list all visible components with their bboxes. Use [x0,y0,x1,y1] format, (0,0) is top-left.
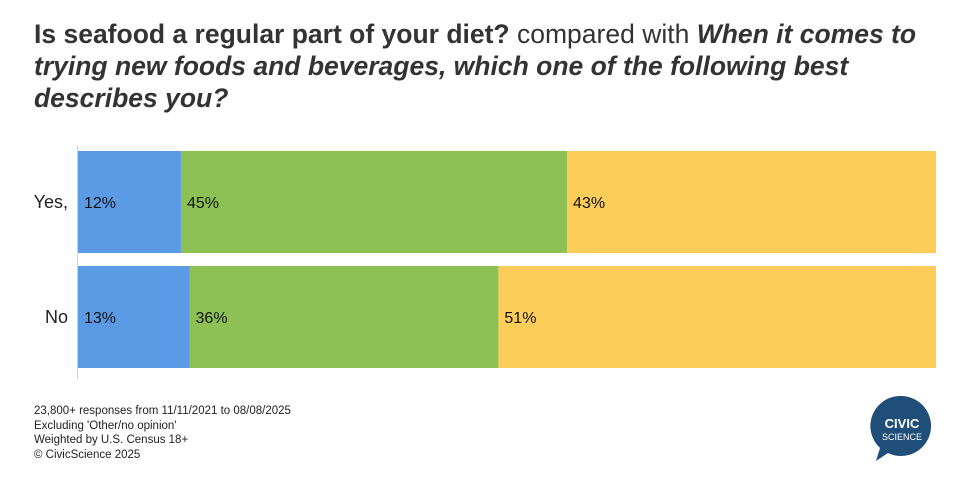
footnote: 23,800+ responses from 11/11/2021 to 08/… [34,404,291,462]
footnote-exclusion: Excluding 'Other/no opinion' [34,419,177,432]
category-label-yes: Yes, [34,192,68,212]
chart-title: Is seafood a regular part of your diet? … [34,18,944,114]
logo-text-civic: CIVIC [885,416,920,431]
data-label-yes-2: 45% [187,195,219,212]
data-label-yes-1: 12% [84,195,116,212]
footnote-copyright: © CivicScience 2025 [34,448,141,461]
footnote-weighting: Weighted by U.S. Census 18+ [34,434,189,446]
logo-text-science: SCIENCE [882,432,922,442]
title-question-1: Is seafood a regular part of your diet? [34,19,510,49]
data-label-no-3: 51% [504,310,536,327]
title-connector: compared with [509,19,697,49]
civicscience-logo: CIVIC SCIENCE [870,395,932,461]
data-label-no-1: 13% [84,310,116,327]
bar-yes-segment-2 [180,151,568,253]
data-label-yes-3: 43% [573,195,605,212]
title-question-2: When it comes to trying new foods and be… [34,19,917,113]
footnote-responses: 23,800+ responses from 11/11/2021 to 08/… [34,405,291,417]
bar-yes-segment-3 [567,151,936,253]
logo-speech-bubble [870,395,932,461]
bar-no-segment-3 [498,266,936,368]
data-label-no-2: 36% [196,310,228,327]
bar-no-segment-2 [189,266,499,368]
bar-yes-segment-1 [78,151,181,253]
bar-no-segment-1 [78,266,190,368]
category-label-no: No [45,307,68,327]
